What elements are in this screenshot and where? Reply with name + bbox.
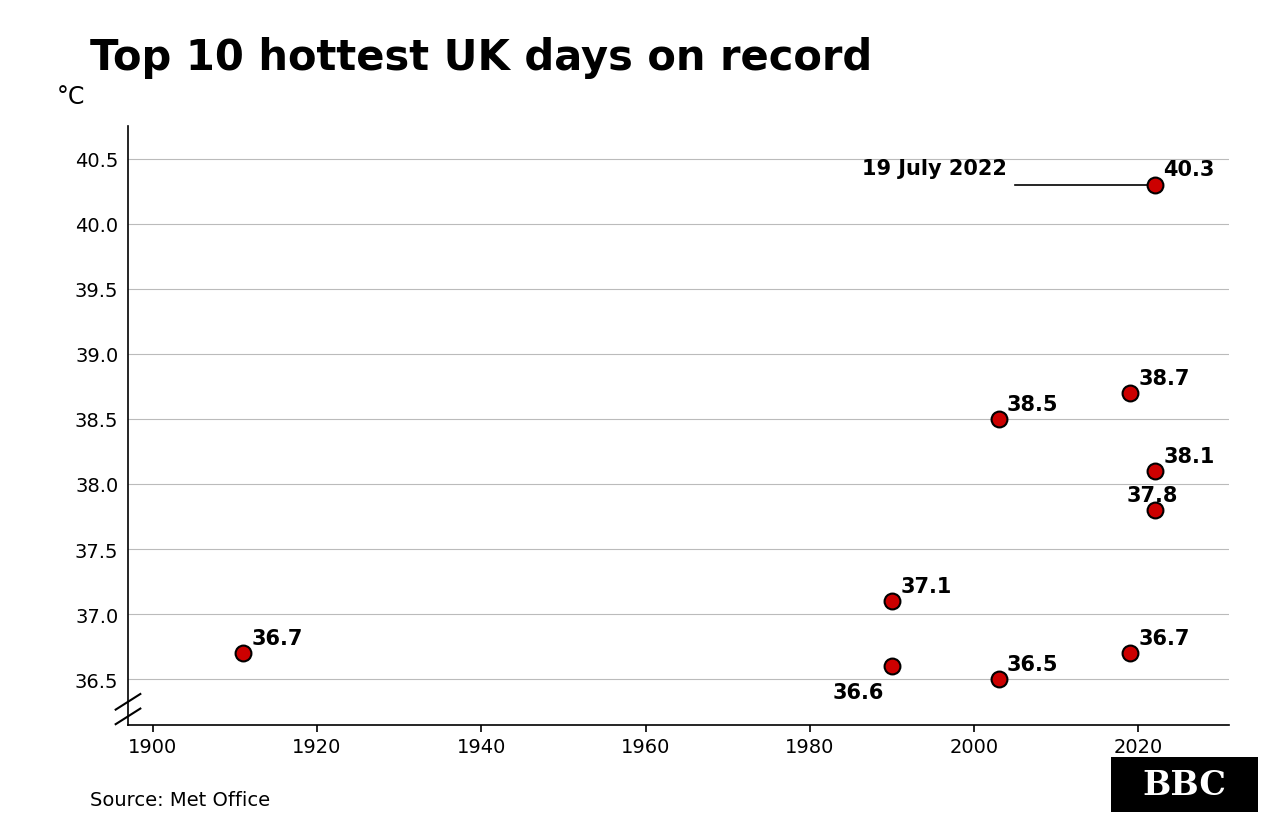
- Text: 37.1: 37.1: [900, 577, 951, 596]
- Text: 38.5: 38.5: [1007, 394, 1059, 414]
- Text: 36.6: 36.6: [832, 682, 883, 702]
- Point: [988, 672, 1009, 686]
- Point: [882, 660, 902, 673]
- Text: °C: °C: [56, 85, 84, 109]
- Text: 38.1: 38.1: [1164, 446, 1215, 466]
- Point: [1144, 179, 1165, 192]
- Point: [988, 413, 1009, 426]
- Text: Source: Met Office: Source: Met Office: [90, 790, 270, 809]
- Text: 37.8: 37.8: [1126, 485, 1178, 505]
- Text: 19 July 2022: 19 July 2022: [863, 159, 1007, 179]
- Text: 36.5: 36.5: [1007, 654, 1059, 674]
- Point: [1120, 387, 1140, 400]
- Text: Top 10 hottest UK days on record: Top 10 hottest UK days on record: [90, 37, 872, 79]
- Text: 36.7: 36.7: [251, 628, 302, 648]
- Point: [233, 647, 253, 660]
- Point: [882, 595, 902, 608]
- Text: 40.3: 40.3: [1164, 161, 1215, 180]
- Text: 36.7: 36.7: [1138, 628, 1190, 648]
- Point: [1144, 504, 1165, 517]
- Text: 38.7: 38.7: [1138, 369, 1190, 388]
- Text: BBC: BBC: [1143, 768, 1226, 801]
- Point: [1144, 465, 1165, 478]
- Point: [1120, 647, 1140, 660]
